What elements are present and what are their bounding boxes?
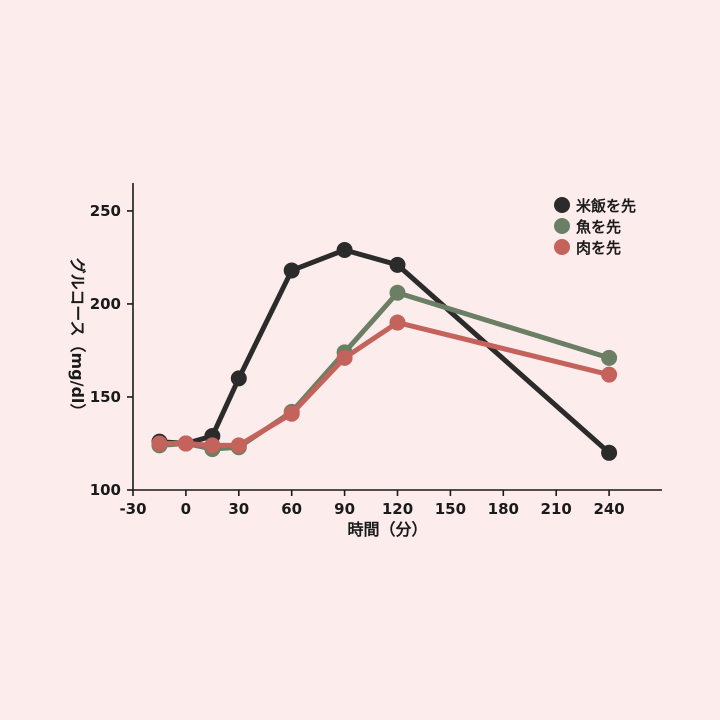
x-tick-label: 210 [541,500,572,518]
data-point [389,284,406,301]
y-tick-label: 150 [90,388,121,406]
data-point [389,314,406,331]
legend-label: 肉を先 [576,239,621,257]
data-point [389,256,406,273]
y-axis-title: グルコース（mg/dl） [68,258,87,420]
x-tick-label: -30 [119,500,146,518]
data-point [601,444,618,461]
y-tick-label: 200 [90,295,121,313]
data-point [177,435,194,452]
x-tick-label: 120 [382,500,413,518]
data-point [230,437,247,454]
data-point [283,405,300,422]
series-1 [151,284,618,458]
legend-label: 米飯を先 [576,197,636,215]
x-tick-label: 60 [281,500,302,518]
x-ticks: -30 0 30 60 90 120 150 180 210 240 [119,490,625,518]
series-2 [151,314,618,454]
x-axis-title: 時間（分） [347,520,427,539]
y-tick-label: 250 [90,202,121,220]
data-point [336,241,353,258]
data-point [336,349,353,366]
data-point [601,349,618,366]
series-line [156,320,612,448]
x-tick-label: 180 [488,500,519,518]
x-tick-label: 30 [228,500,249,518]
series-line [156,247,612,456]
x-tick-label: 0 [181,500,191,518]
legend-marker [554,218,570,234]
x-tick-label: 150 [435,500,466,518]
data-point [601,366,618,383]
series-line [156,290,612,452]
x-tick-label: 240 [593,500,624,518]
data-point [151,435,168,452]
series-0 [151,241,618,461]
legend-marker [554,239,570,255]
y-tick-label: 100 [90,481,121,499]
legend-label: 魚を先 [576,218,621,236]
series-layer [151,241,618,461]
data-point [204,437,221,454]
data-point [230,370,247,387]
data-point [283,262,300,279]
legend-marker [554,197,570,213]
y-ticks: 100 150 200 250 [90,202,133,499]
x-tick-label: 90 [334,500,355,518]
